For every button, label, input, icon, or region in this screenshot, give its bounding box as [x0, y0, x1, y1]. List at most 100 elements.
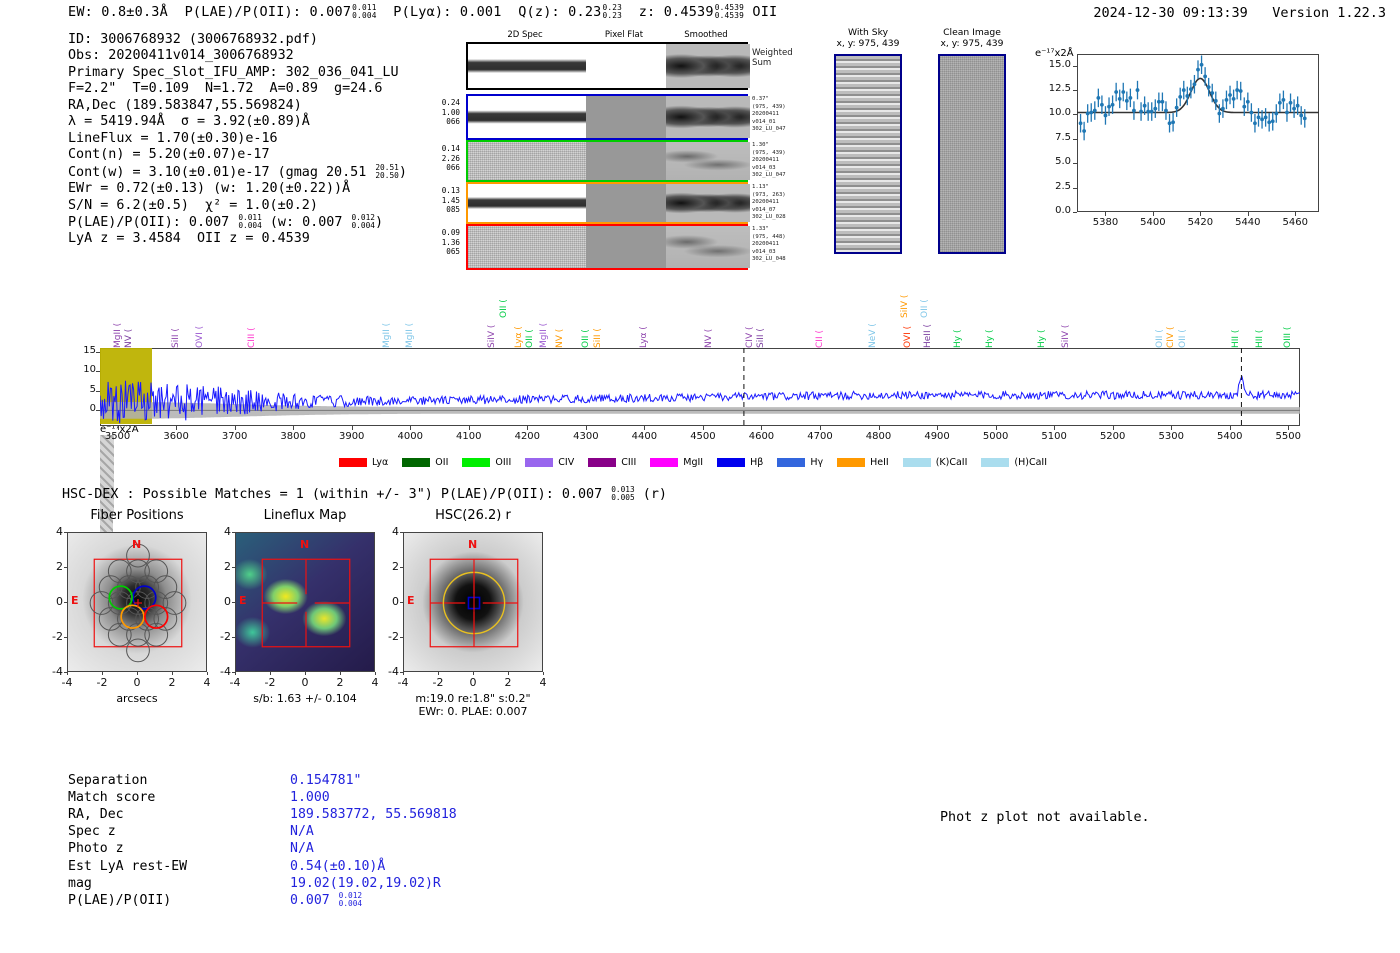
panel-y-tick: [64, 672, 67, 673]
legend-item: Hγ: [777, 457, 823, 468]
legend-swatch: [717, 458, 746, 467]
x-tick-label: 5500: [1275, 431, 1301, 442]
emission-line-label: MgII (: [538, 322, 549, 348]
x-tick-mark: [878, 426, 880, 430]
legend-item: (H)CaII: [981, 457, 1047, 468]
hscdex-text-pre: HSC-DEX : Possible Matches = 1 (within +…: [62, 487, 611, 502]
table-row-key: Match score: [68, 790, 156, 806]
x-tick-mark: [1200, 212, 1202, 216]
x-tick-mark: [1171, 426, 1173, 430]
x-tick-label: 5380: [1092, 217, 1119, 228]
spectrum-unit-annotation: e⁻¹⁷x2Å: [100, 424, 139, 435]
panel-y-tick-label: 4: [56, 525, 63, 538]
panel-title: HSC(26.2) r: [435, 508, 511, 523]
compass-east-label: E: [71, 594, 79, 607]
panel-y-tick-label: 0: [224, 595, 231, 608]
hscdex-match-line: HSC-DEX : Possible Matches = 1 (within +…: [62, 485, 667, 503]
y-tick-label: 15.0: [1048, 58, 1071, 70]
x-tick-mark: [1229, 426, 1231, 430]
panel-x-tick-label: 4: [203, 676, 211, 689]
panel-x-tick-label: -2: [432, 676, 444, 689]
legend-item: CIII: [588, 457, 636, 468]
emission-line-label: Hy (: [1037, 329, 1048, 348]
legend-item: OII: [402, 457, 448, 468]
hscdex-frac: 0.013 0.005: [611, 485, 635, 502]
header-plya: P(Lyα): 0.001: [393, 4, 502, 20]
y-tick-label: 12.5: [1048, 83, 1071, 95]
value-fraction: 20.51 20.50: [375, 162, 399, 180]
emission-line-label: HeII (: [923, 324, 934, 348]
hscdex-text-post: (r): [634, 487, 667, 502]
panel-x-tick: [137, 672, 138, 675]
spectrum-legend: Lyα OII OIII CIV CIII MgII Hβ Hγ HeII (K)CaII (H)C…: [0, 452, 1400, 468]
emission-line-label: OVI (: [194, 325, 205, 348]
spec2d-left-value: 1.36: [441, 237, 460, 247]
emission-line-label: MgII (: [381, 322, 392, 348]
panel-y-tick: [400, 602, 403, 603]
x-tick-mark: [468, 426, 470, 430]
cutout-image: [938, 54, 1006, 254]
cutout-title: With Sky: [847, 27, 889, 38]
spec2d-right-value: 0.37": [752, 96, 769, 102]
value-fraction: 0.012 0.004: [338, 890, 363, 908]
spec2d-smoothed-image: [666, 142, 750, 180]
emission-line-label-row: MgII (NV (SiII (OVI (CIII (MgII (MgII (S…: [0, 276, 1400, 348]
panel-y-tick-label: 0: [392, 595, 399, 608]
emission-line-label: MgII (: [405, 322, 416, 348]
value-fraction: 0.012 0.004: [351, 212, 375, 230]
spec2d-left-value: 2.26: [441, 153, 460, 163]
table-row-key: mag: [68, 875, 92, 891]
table-row-key: Spec z: [68, 824, 116, 840]
panel-y-tick: [232, 602, 235, 603]
timestamp: 2024-12-30 09:13:39: [1093, 5, 1248, 21]
y-tick-label: 15: [83, 344, 96, 356]
spec2d-smoothed-image: [666, 184, 750, 222]
x-tick-label: 5440: [1235, 217, 1261, 228]
y-tick-label: 0.0: [1055, 205, 1071, 216]
spec2d-right-value: 20200411: [752, 199, 779, 206]
spec2d-column-title: Pixel Flat: [604, 30, 644, 40]
x-tick-mark: [702, 426, 704, 430]
panel-subtitle: s/b: 1.63 +/- 0.104: [253, 692, 357, 705]
spec2d-left-value: 0.09: [441, 228, 460, 237]
info-line: Obs: 20200411v014_3006768932: [68, 48, 294, 64]
panel-x-tick: [473, 672, 474, 675]
emission-line-label: CIV (: [1166, 326, 1177, 348]
spectrum-x-axis: 3500 3600 3700 3800 3900 4000 4100 4200 4300 4400…: [100, 426, 1301, 446]
x-tick-label: 4200: [514, 431, 541, 442]
spec2d-right-value: 302_LU_028: [752, 214, 786, 221]
info-line: EWr = 0.72(±0.13) (w: 1.20(±0.22))Å: [68, 181, 351, 197]
panel-x-tick: [207, 672, 208, 675]
panel-x-tick-label: 2: [336, 676, 344, 689]
x-tick-label: 3700: [221, 431, 248, 442]
emission-line-label: SiIV (: [899, 294, 910, 318]
x-tick-mark: [820, 426, 821, 430]
x-tick-mark: [995, 426, 997, 430]
table-row-key: Separation: [68, 773, 148, 788]
spec2d-raw-image: [468, 226, 586, 268]
panel-y-tick-label: -2: [52, 630, 63, 643]
x-tick-label: 4100: [456, 431, 482, 442]
y-tick-label: 5: [89, 383, 96, 395]
y-tick-mark: [96, 371, 100, 373]
panel-overlay: [429, 558, 519, 648]
emission-line-label: HII (: [1230, 329, 1241, 348]
y-tick-mark: [96, 390, 100, 392]
emission-line-label: SiIV (: [1060, 324, 1071, 348]
info-line: Cont(w) = 3.10(±0.01)e-17 (gmag 20.51 20…: [68, 162, 407, 180]
y-tick-mark: [1073, 163, 1077, 165]
emission-line-label: OII (: [580, 329, 591, 348]
legend-swatch: [981, 458, 1010, 467]
spec2d-left-value: 0.14: [441, 144, 460, 153]
panel-x-tick-label: 0: [469, 676, 477, 689]
panel-y-tick: [64, 567, 67, 568]
spectrum-trace: [100, 348, 1300, 426]
header-timestamp-version: 2024-12-30 09:13:39 Version 1.22.3: [1093, 5, 1386, 21]
spec2d-right-value: v014_03: [752, 248, 776, 255]
emission-line-label: SiII (: [592, 328, 603, 348]
y-tick-label: 2.5: [1055, 180, 1071, 192]
y-tick-label: 0: [89, 403, 96, 415]
value-fraction: 0.011 0.004: [238, 212, 262, 230]
spec2d-row-right-labels: 1.33" (975, 448) 20200411 v014_03 302_LU_048: [752, 226, 802, 264]
spec2d-smoothed-image: [666, 96, 750, 138]
